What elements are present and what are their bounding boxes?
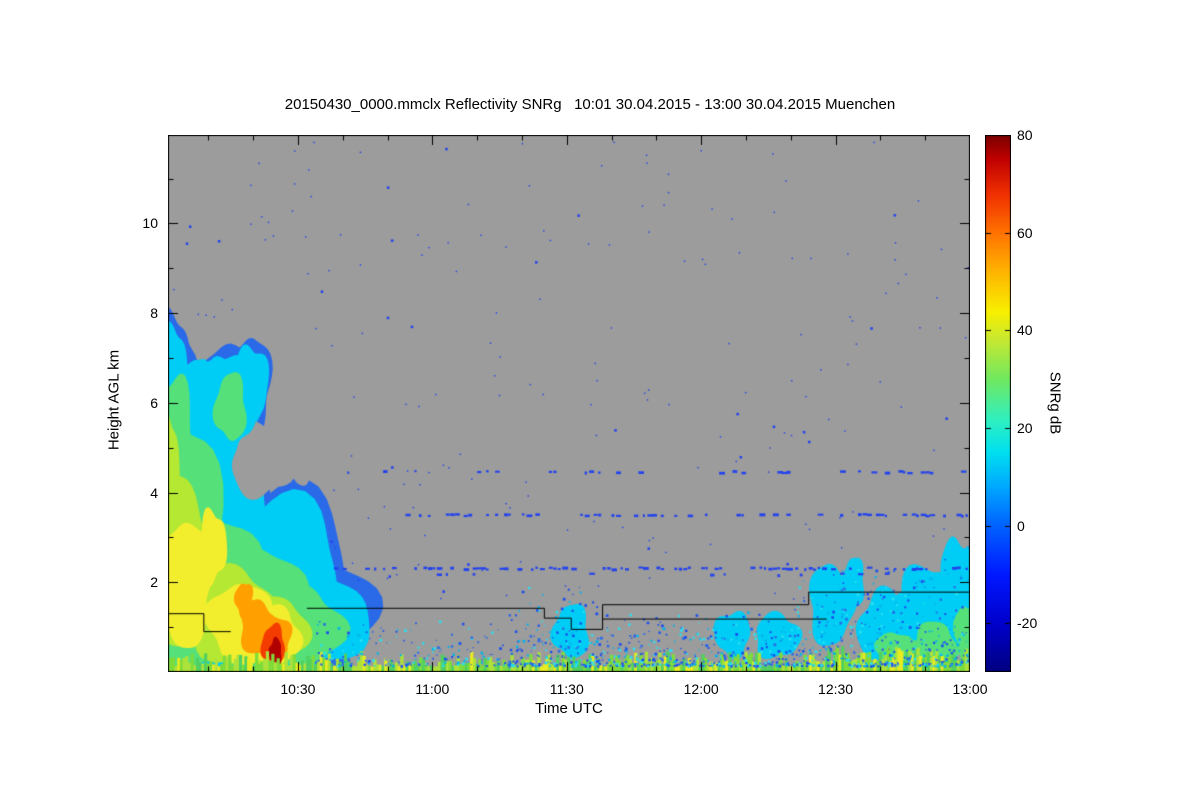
x-tick-label: 11:30 xyxy=(549,681,584,697)
y-tick-label: 10 xyxy=(142,215,158,232)
y-tick-label: 6 xyxy=(150,394,158,411)
heatmap-canvas xyxy=(168,135,970,672)
colorbar-tick-label: 60 xyxy=(1017,224,1033,241)
colorbar xyxy=(985,135,1011,672)
x-tick-label: 10:30 xyxy=(280,681,316,697)
y-tick-label: 8 xyxy=(150,305,158,322)
y-tick-label: 4 xyxy=(150,484,158,501)
colorbar-tick-label: 40 xyxy=(1017,322,1033,339)
y-tick-label: 2 xyxy=(150,574,158,591)
colorbar-tick-label: 0 xyxy=(1017,517,1025,534)
colorbar-tick-label: 20 xyxy=(1017,419,1033,436)
x-tick-label: 12:00 xyxy=(683,681,719,697)
chart-title: 20150430_0000.mmclx Reflectivity SNRg 10… xyxy=(284,96,896,113)
colorbar-tick-label: 80 xyxy=(1017,127,1033,143)
colorbar-tick-label: -20 xyxy=(1017,615,1038,632)
x-tick-label: 12:30 xyxy=(818,681,854,697)
x-axis-label: Time UTC xyxy=(535,700,603,717)
x-tick-label: 13:00 xyxy=(952,681,988,697)
x-tick-label: 11:00 xyxy=(415,681,450,697)
